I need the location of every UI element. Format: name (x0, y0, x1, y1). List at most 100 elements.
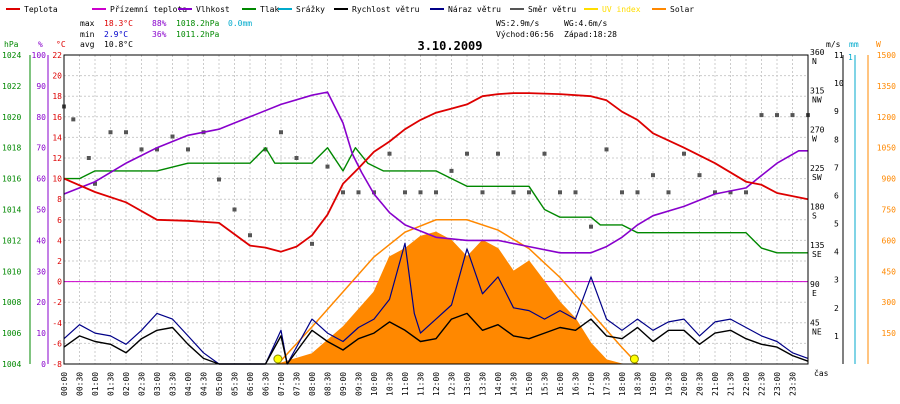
axis-tick-time: 20:30 (696, 372, 705, 396)
wind-direction-point (217, 177, 221, 182)
wind-direction-point (527, 190, 531, 195)
stat-min-hum: 36% (152, 30, 167, 39)
series-layer (62, 91, 810, 365)
legend-label-rychlost-vetru: Rychlost větru (352, 5, 420, 14)
axis-tick-pct: 70 (36, 144, 46, 153)
wind-direction-point (294, 156, 299, 160)
axis-tick-direction: SE (812, 250, 822, 259)
axis-tick-time: 03:00 (153, 372, 162, 396)
axis-tick-time: 00:30 (76, 372, 85, 396)
axis-tick-time: 06:30 (262, 372, 271, 396)
axis-tick-time: 18:00 (618, 372, 627, 396)
axis-tick-time: 05:30 (231, 372, 240, 396)
axis-tick-solar: 450 (882, 267, 897, 276)
wind-direction-point (728, 190, 733, 195)
axis-tick-hpa: 1022 (2, 82, 21, 91)
axis-tick-hpa: 1006 (2, 329, 21, 338)
axis-tick-time: 23:00 (773, 372, 782, 396)
axis-tick-time: 19:00 (649, 372, 658, 396)
axis-tick-time: 09:00 (339, 372, 348, 396)
wind-direction-point (372, 190, 376, 195)
axis-tick-direction: SW (812, 173, 822, 182)
wind-direction-point (573, 190, 578, 195)
wind-direction-point (310, 241, 314, 246)
axis-tick-time: 08:00 (308, 372, 317, 396)
axes-layer: hPa% °C1004100610081010101210141016101810… (2, 40, 896, 396)
wind-direction-point (697, 173, 702, 178)
legend-label-solar: Solar (670, 5, 694, 14)
stat-wind-speed: WS:2.9m/s (496, 19, 540, 28)
axis-tick-time: 12:30 (448, 372, 457, 396)
wind-direction-point (651, 173, 655, 178)
stat-max-temp: 18.3°C (104, 19, 133, 28)
axis-tick-time: 02:00 (122, 372, 131, 396)
axis-tick-hpa: 1004 (2, 360, 21, 369)
sun-marker (629, 354, 639, 364)
axis-tick-direction: NE (812, 327, 822, 336)
axis-tick-time: 04:00 (184, 372, 193, 396)
axis-tick-time: 15:00 (525, 372, 534, 396)
axis-tick-temp: 16 (52, 113, 62, 122)
legend-label-vlhkost: Vlhkost (196, 5, 230, 14)
wind-direction-point (93, 181, 97, 186)
stat-max-press: 1018.2hPa (176, 19, 220, 28)
axis-tick-pct: 30 (36, 267, 46, 276)
axis-tick-temp: -2 (52, 298, 62, 307)
axis-tick-time: 06:00 (246, 372, 255, 396)
legend: Teplota Přízemní teplota Vlhkost Tlak Sr… (6, 5, 694, 14)
wind-direction-point (666, 190, 671, 195)
axis-tick-time: 11:30 (417, 372, 426, 396)
stat-avg-label: avg (80, 40, 95, 49)
axis-tick-ms: 2 (834, 304, 839, 313)
axis-tick-temp: 20 (52, 72, 62, 81)
sun-marker (273, 354, 283, 364)
stat-sunrise: Východ:06:56 (496, 30, 554, 39)
axis-tick-time: 21:00 (711, 372, 720, 396)
wind-direction-point (403, 190, 407, 195)
axis-tick-temp: 10 (52, 175, 62, 184)
axis-tick-time: 09:30 (355, 372, 364, 396)
axis-tick-time: 15:30 (541, 372, 550, 396)
axis-tick-pct: 10 (36, 329, 46, 338)
axis-tick-direction-deg: 360 (810, 48, 825, 57)
axis-unit-pct: % (38, 40, 43, 49)
series-pressure-line (64, 147, 808, 254)
axis-tick-temp: 0 (57, 278, 62, 287)
wind-direction-point (387, 151, 392, 156)
axis-tick-pct: 80 (36, 113, 46, 122)
axis-tick-time: 17:30 (603, 372, 612, 396)
axis-unit-w: W (876, 40, 881, 49)
axis-tick-direction: W (812, 134, 817, 143)
axis-tick-time: 07:30 (293, 372, 302, 396)
wind-direction-point (71, 117, 76, 122)
axis-tick-solar: 150 (882, 329, 897, 338)
legend-label-tlak: Tlak (260, 5, 279, 14)
wind-direction-point (263, 147, 268, 152)
axis-tick-time: 13:00 (463, 372, 472, 396)
wind-direction-point (620, 190, 624, 195)
axis-unit-ms: m/s (826, 40, 841, 49)
wind-direction-point (682, 151, 686, 156)
axis-tick-time: 17:00 (587, 372, 596, 396)
axis-tick-hpa: 1008 (2, 298, 21, 307)
wind-direction-point (713, 190, 717, 195)
axis-tick-time: 10:30 (386, 372, 395, 396)
axis-tick-ms: 11 (834, 51, 844, 60)
axis-tick-time: 12:00 (432, 372, 441, 396)
stat-min-press: 1011.2hPa (176, 30, 220, 39)
axis-tick-solar: 1500 (877, 51, 896, 60)
wind-direction-point (542, 151, 547, 156)
wind-direction-point (108, 130, 113, 135)
legend-label-naraz-vetru: Náraz větru (448, 5, 501, 14)
axis-tick-temp: -8 (52, 360, 62, 369)
axis-unit-mm: mm (849, 40, 859, 49)
series-humidity-line (63, 91, 808, 254)
axis-tick-direction-deg: 135 (810, 241, 825, 250)
axis-tick-ms: 3 (834, 276, 839, 285)
axis-tick-direction-deg: 180 (810, 203, 825, 212)
axis-tick-pct: 20 (36, 298, 46, 307)
wind-direction-point (248, 233, 252, 238)
axis-tick-time: 14:30 (510, 372, 519, 396)
wind-direction-point (511, 190, 516, 195)
